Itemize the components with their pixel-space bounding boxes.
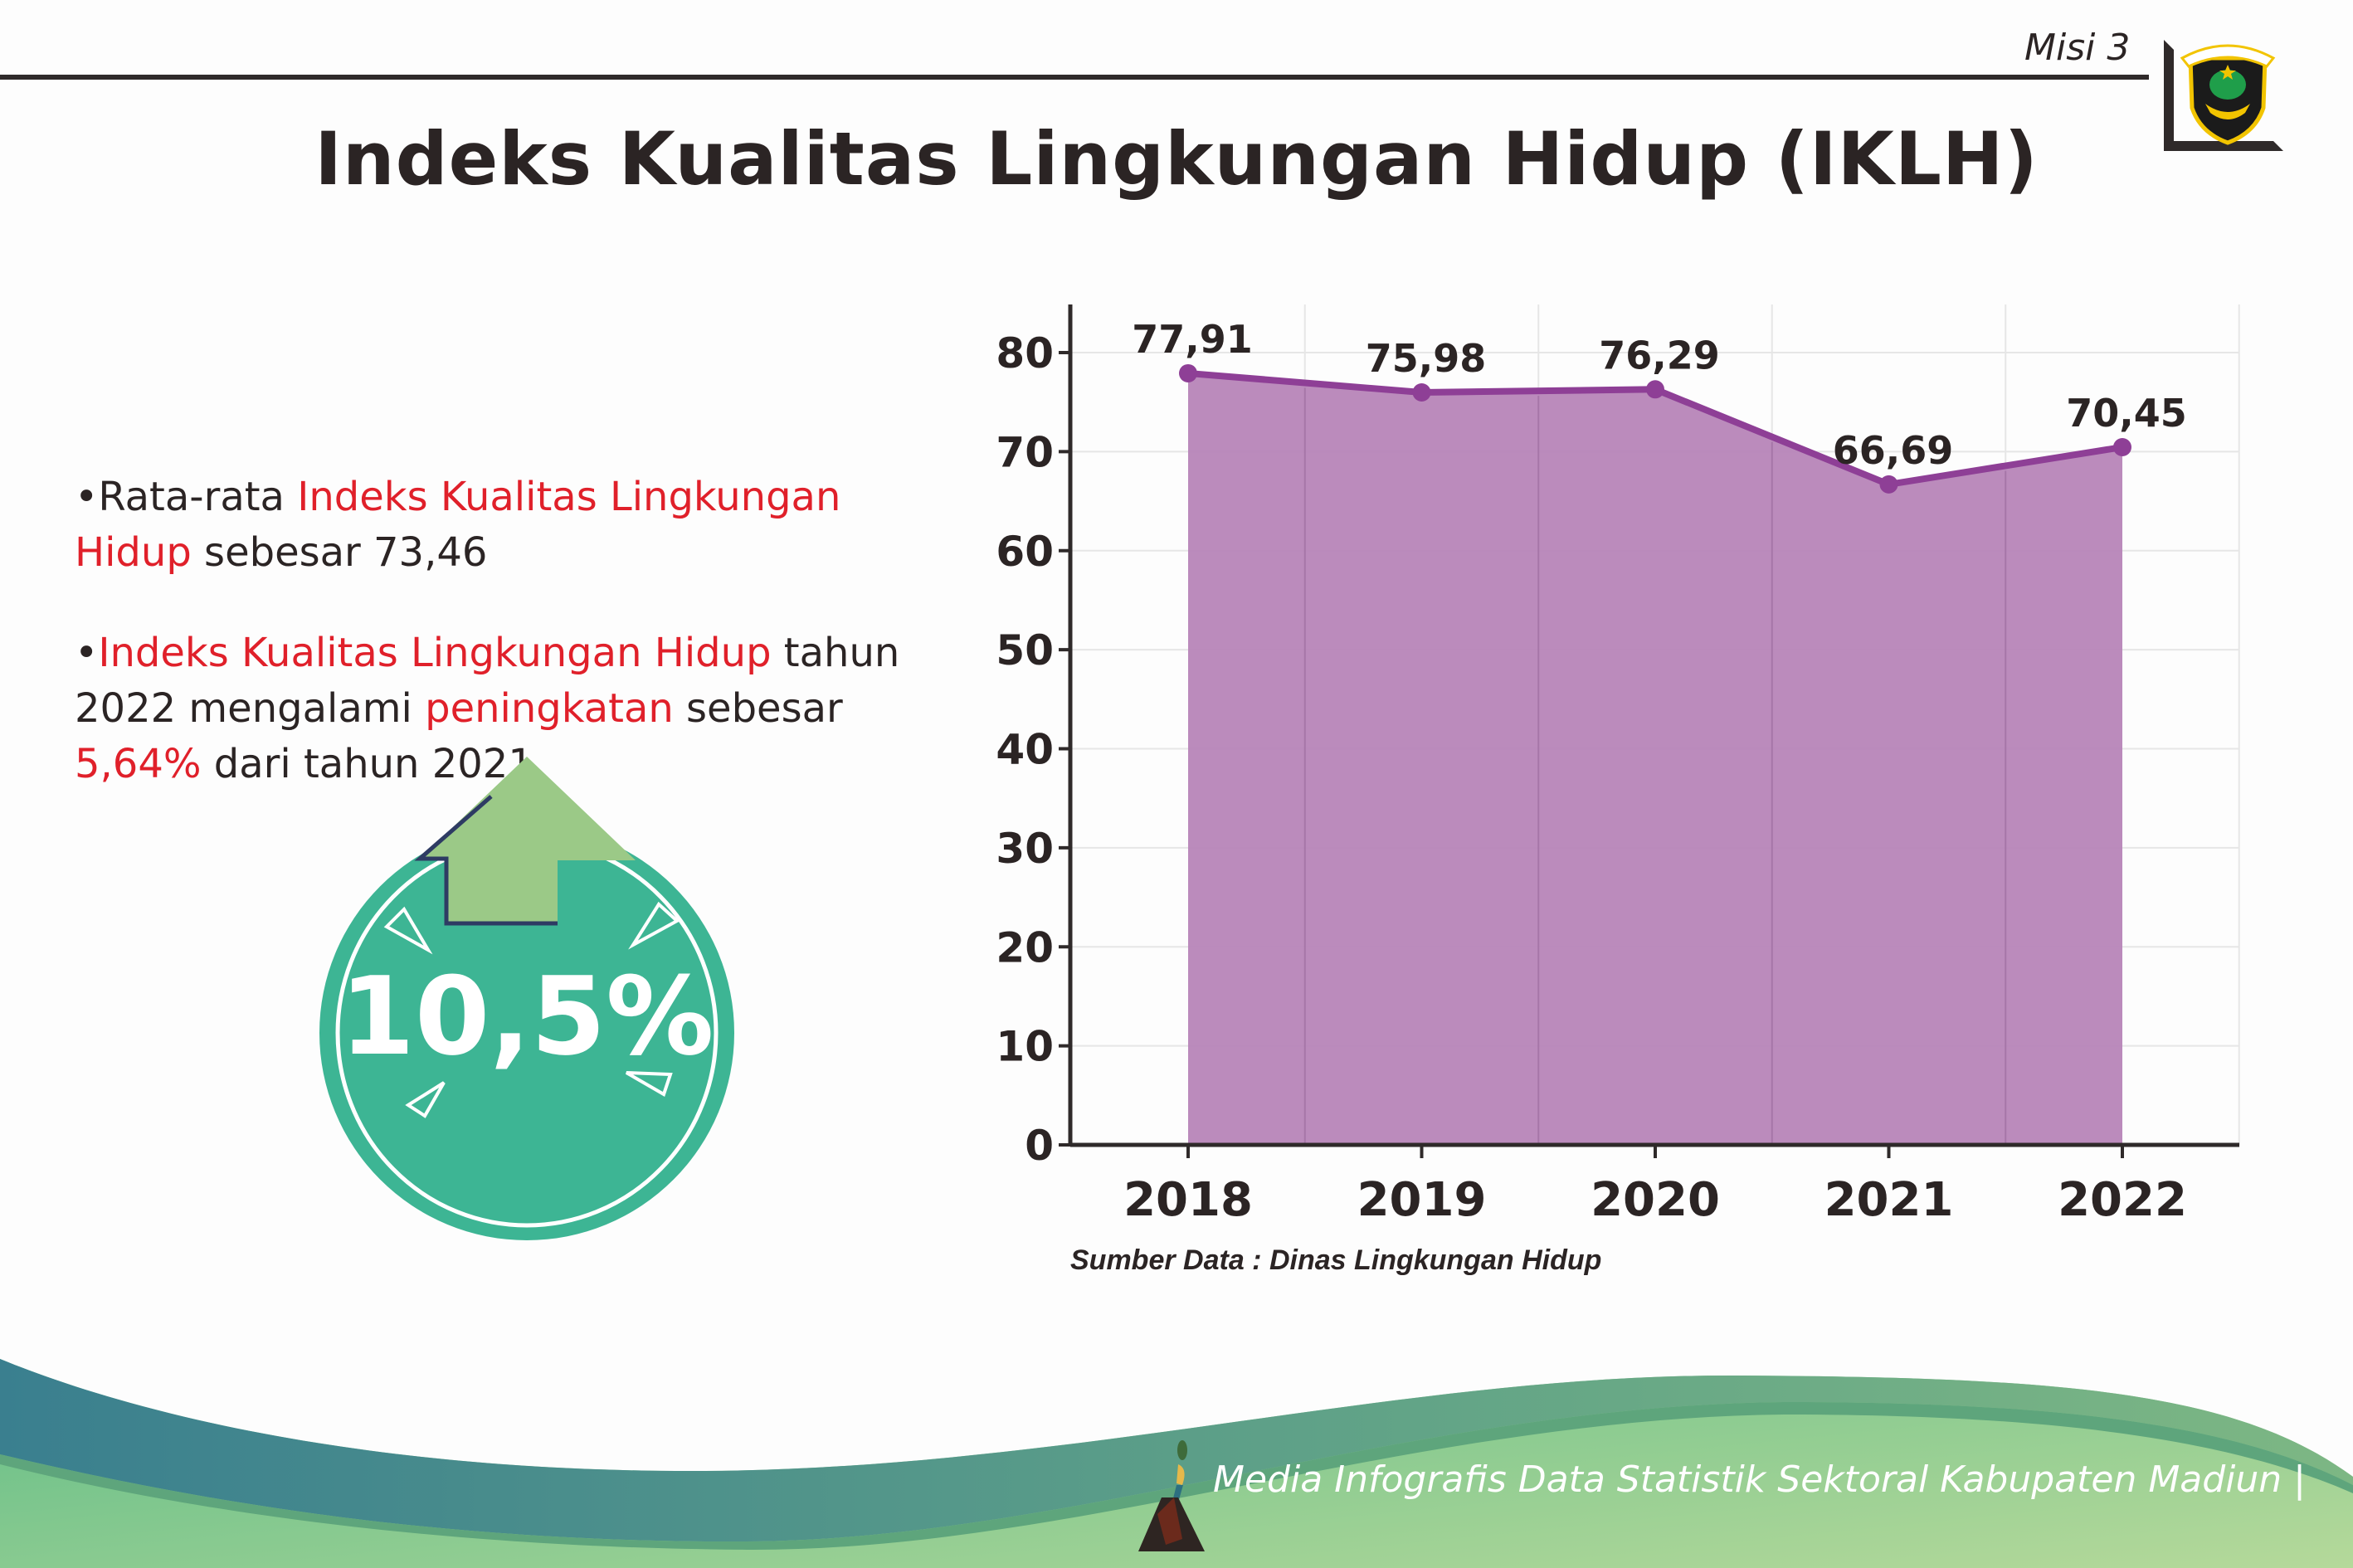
logo-frame	[2164, 40, 2283, 151]
footer-caption: Media Infografis Data Statistik Sektoral…	[1213, 1458, 2306, 1501]
bullet-dot: •	[75, 630, 99, 676]
bullet-increase: •Indeks Kualitas Lingkungan Hidup tahun …	[75, 626, 946, 792]
text: Rata-rata	[98, 474, 298, 520]
footer-wave	[0, 1327, 2353, 1568]
data-label: 76,29	[1599, 333, 1720, 377]
text: dari tahun 2021	[201, 741, 533, 787]
highlight-text: 5,64%	[75, 741, 202, 787]
text: sebesar 73,46	[191, 529, 488, 576]
highlight-text: peningkatan	[425, 685, 674, 732]
x-tick-label: 2021	[1824, 1173, 1954, 1227]
data-point	[1879, 475, 1898, 494]
data-point	[1646, 380, 1664, 399]
y-tick-label: 70	[996, 428, 1054, 476]
arrow-up-icon	[420, 757, 636, 923]
mission-label: Misi 3	[2024, 27, 2131, 69]
page-title: Indeks Kualitas Lingkungan Hidup (IKLH)	[314, 116, 2039, 202]
y-tick-label: 50	[996, 626, 1054, 674]
bullet-dot: •	[75, 474, 99, 520]
y-tick-label: 20	[996, 923, 1054, 971]
area-fill	[1188, 373, 2122, 1146]
data-point	[1412, 382, 1431, 402]
x-tick-label: 2022	[2058, 1173, 2187, 1227]
data-label: 66,69	[1833, 428, 1954, 473]
y-tick-label: 0	[1025, 1122, 1054, 1170]
text: sebesar	[673, 685, 843, 732]
x-tick-label: 2020	[1591, 1173, 1720, 1227]
data-label: 70,45	[2066, 391, 2187, 436]
y-tick-label: 80	[996, 329, 1054, 377]
highlight-text: Indeks Kualitas Lingkungan Hidup	[98, 630, 772, 676]
data-point	[1179, 363, 1197, 382]
data-label: 75,98	[1366, 336, 1487, 381]
data-point	[2113, 438, 2131, 457]
x-tick-label: 2019	[1357, 1173, 1487, 1227]
statistics-mascot-icon	[1138, 1440, 1205, 1551]
sparkle-icons	[383, 901, 680, 1118]
badge-value: 10,5%	[339, 953, 714, 1079]
kabupaten-madiun-logo	[2180, 44, 2276, 145]
header-divider	[0, 75, 2149, 80]
y-tick-label: 30	[996, 825, 1054, 873]
text: tahun 2022 mengalami	[75, 630, 900, 732]
y-tick-label: 60	[996, 528, 1054, 576]
data-label: 77,91	[1132, 317, 1253, 362]
y-tick-label: 40	[996, 726, 1054, 774]
data-source: Sumber Data : Dinas Lingkungan Hidup	[1070, 1244, 1602, 1276]
x-tick-label: 2018	[1123, 1173, 1253, 1227]
highlight-text: Indeks Kualitas Lingkungan Hidup	[75, 474, 841, 576]
bullet-average: •Rata-rata Indeks Kualitas Lingkungan Hi…	[75, 470, 946, 581]
growth-badge: 10,5%	[319, 757, 734, 1240]
y-tick-label: 10	[996, 1023, 1054, 1071]
iklh-area-chart: 0 10 20 30 40 50 60 70 80 77,91 2018 75,98 2019 76,29…	[996, 304, 2240, 1227]
badge-circle	[319, 825, 734, 1240]
